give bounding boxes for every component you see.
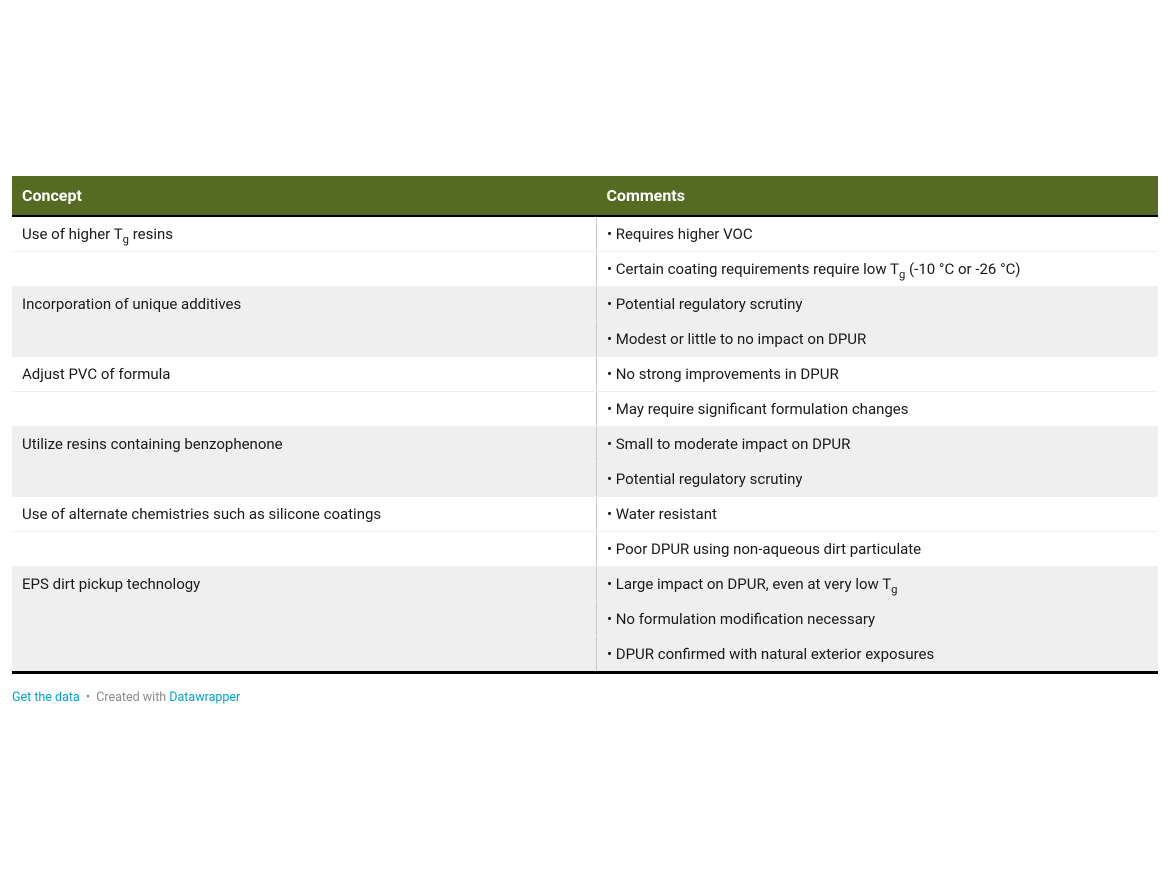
comment-cell: • DPUR confirmed with natural exterior e…: [596, 637, 1158, 673]
concept-cell: Incorporation of unique additives: [12, 287, 596, 322]
table-row: Use of alternate chemistries such as sil…: [12, 497, 1158, 532]
table-row: • Poor DPUR using non-aqueous dirt parti…: [12, 532, 1158, 567]
concept-cell: [12, 602, 596, 637]
table-row: • Potential regulatory scrutiny: [12, 462, 1158, 497]
table-row: • May require significant formulation ch…: [12, 392, 1158, 427]
col-header-concept: Concept: [12, 176, 596, 216]
comment-cell: • Modest or little to no impact on DPUR: [596, 322, 1158, 357]
table-row: Incorporation of unique additives• Poten…: [12, 287, 1158, 322]
comment-cell: • Potential regulatory scrutiny: [596, 287, 1158, 322]
comment-cell: • No formulation modification necessary: [596, 602, 1158, 637]
concept-cell: Adjust PVC of formula: [12, 357, 596, 392]
table-row: • No formulation modification necessary: [12, 602, 1158, 637]
concept-cell: [12, 252, 596, 287]
concept-cell: [12, 637, 596, 673]
table-footer: Get the data • Created with Datawrapper: [12, 690, 1158, 705]
concepts-table: Concept Comments Use of higher Tg resins…: [12, 176, 1158, 674]
comment-cell: • Water resistant: [596, 497, 1158, 532]
concept-cell: [12, 322, 596, 357]
table-row: • DPUR confirmed with natural exterior e…: [12, 637, 1158, 673]
concept-cell: Use of higher Tg resins: [12, 216, 596, 252]
created-with-label: Created with: [96, 690, 166, 705]
get-data-link[interactable]: Get the data: [12, 690, 80, 705]
table-row: Adjust PVC of formula• No strong improve…: [12, 357, 1158, 392]
table-body: Use of higher Tg resins• Requires higher…: [12, 216, 1158, 673]
comment-cell: • No strong improvements in DPUR: [596, 357, 1158, 392]
footer-separator: •: [86, 690, 90, 705]
concept-cell: EPS dirt pickup technology: [12, 567, 596, 602]
datawrapper-link[interactable]: Datawrapper: [169, 690, 240, 705]
concept-cell: [12, 462, 596, 497]
table-row: • Certain coating requirements require l…: [12, 252, 1158, 287]
comment-cell: • Certain coating requirements require l…: [596, 252, 1158, 287]
comment-cell: • Requires higher VOC: [596, 216, 1158, 252]
table-row: Utilize resins containing benzophenone• …: [12, 427, 1158, 462]
concept-cell: [12, 532, 596, 567]
table-row: EPS dirt pickup technology• Large impact…: [12, 567, 1158, 602]
table-row: • Modest or little to no impact on DPUR: [12, 322, 1158, 357]
comment-cell: • May require significant formulation ch…: [596, 392, 1158, 427]
comment-cell: • Large impact on DPUR, even at very low…: [596, 567, 1158, 602]
table-row: Use of higher Tg resins• Requires higher…: [12, 216, 1158, 252]
table-header-row: Concept Comments: [12, 176, 1158, 216]
col-header-comments: Comments: [596, 176, 1158, 216]
comment-cell: • Potential regulatory scrutiny: [596, 462, 1158, 497]
comment-cell: • Small to moderate impact on DPUR: [596, 427, 1158, 462]
concept-cell: [12, 392, 596, 427]
comment-cell: • Poor DPUR using non-aqueous dirt parti…: [596, 532, 1158, 567]
concept-cell: Use of alternate chemistries such as sil…: [12, 497, 596, 532]
concept-cell: Utilize resins containing benzophenone: [12, 427, 596, 462]
